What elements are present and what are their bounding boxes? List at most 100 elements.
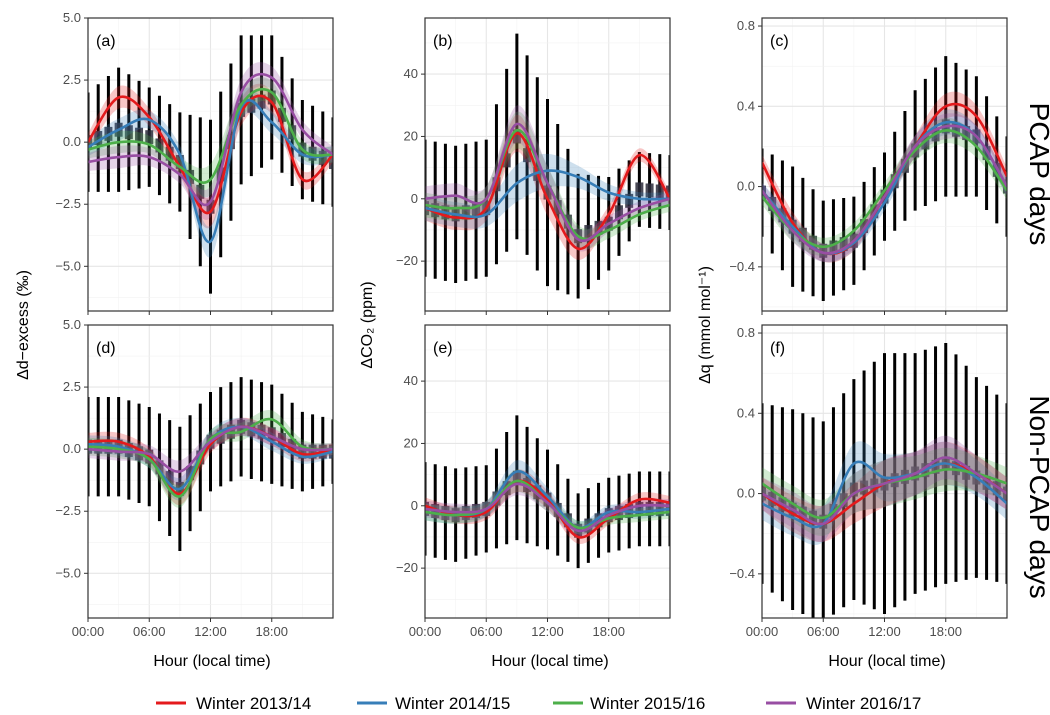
mean-marker	[809, 235, 818, 250]
mean-marker	[135, 127, 144, 142]
mean-marker	[472, 203, 481, 218]
plot-area	[762, 343, 1007, 618]
y-axis: −5.0 −2.5 0.0 2.5 5.0	[55, 10, 88, 273]
y-tick-label: 20	[404, 435, 418, 450]
plot-area	[762, 56, 1007, 301]
mean-marker	[175, 155, 184, 170]
y-tick-label: 2.5	[63, 72, 81, 87]
mean-marker	[512, 470, 521, 485]
y-tick-label: −5.0	[55, 258, 81, 273]
plot-area	[425, 33, 670, 299]
mean-marker	[962, 465, 971, 480]
mean-marker	[318, 150, 327, 165]
y-tick-label: 20	[404, 128, 418, 143]
y-axis-title-q: Δq (mmol mol⁻¹)	[697, 266, 714, 384]
series-line-201516	[88, 87, 333, 184]
y-tick-label: 0.8	[737, 18, 755, 33]
series-line-201617	[425, 122, 670, 243]
mean-marker	[655, 184, 664, 199]
mean-marker	[819, 514, 828, 529]
mean-marker	[809, 510, 818, 525]
mean-marker	[594, 220, 603, 235]
ribbon-201516	[88, 77, 333, 198]
series-line-201617	[88, 72, 333, 206]
panel-label: (a)	[96, 33, 116, 50]
x-tick-label: 18:00	[929, 624, 962, 639]
y-axis: −20 0 20 40	[396, 373, 425, 575]
mean-marker	[645, 183, 654, 198]
panel-label: (e)	[433, 340, 453, 357]
y-tick-label: −5.0	[55, 565, 81, 580]
y-tick-label: −2.5	[55, 503, 81, 518]
legend-label-2015-16: Winter 2015/16	[590, 694, 705, 713]
panel-e: (e) −20 0 20 40 00:00 06:00 12:00 18:00	[396, 324, 671, 639]
y-axis: −20 0 20 40	[396, 66, 425, 268]
series-line-201415	[88, 99, 333, 243]
mean-marker	[614, 506, 623, 521]
mean-marker	[308, 444, 317, 459]
mean-marker	[982, 146, 991, 161]
x-axis: 00:00 06:00 12:00 18:00	[746, 618, 962, 639]
series-line-201617	[762, 456, 1007, 526]
mean-marker	[267, 427, 276, 442]
y-tick-label: 0.0	[737, 179, 755, 194]
y-tick-label: −2.5	[55, 196, 81, 211]
y-tick-label: 0.8	[737, 325, 755, 340]
plot-area	[425, 415, 670, 569]
mean-marker	[145, 130, 154, 145]
mean-marker	[206, 199, 215, 214]
x-axis	[761, 311, 947, 315]
x-tick-label: 06:00	[133, 624, 166, 639]
x-axis: 00:00 06:00 12:00 18:00	[409, 618, 625, 639]
y-tick-label: 0.0	[737, 486, 755, 501]
y-axis: −5.0 −2.5 0.0 2.5 5.0	[55, 317, 88, 580]
mean-marker	[625, 193, 634, 208]
mean-marker	[666, 185, 670, 200]
ribbon-201516	[762, 117, 1007, 256]
mean-marker	[196, 184, 205, 199]
mean-marker	[839, 237, 848, 252]
mean-marker	[247, 98, 256, 113]
mean-marker	[461, 205, 470, 220]
mean-marker	[165, 146, 174, 161]
mean-marker	[819, 243, 828, 258]
panels: (a) −5.0 −2.5 0.0 2.5 5.0 (b) −20 0 20 40 (c) −0.4 0.…	[55, 10, 1008, 639]
y-tick-label: 40	[404, 66, 418, 81]
series-line-201516	[762, 129, 1007, 249]
ribbon-201314	[425, 469, 670, 545]
mean-marker	[94, 131, 103, 146]
mean-marker	[512, 129, 521, 144]
series-line-201314	[425, 132, 670, 251]
ribbon-201617	[88, 62, 333, 221]
y-tick-label: 0	[411, 191, 418, 206]
panel-f: (f) −0.4 0.0 0.4 0.8 00:00 06:00 12:00 18:00	[729, 324, 1008, 639]
ribbon-201617	[425, 472, 670, 538]
x-axis-title-c: Hour (local time)	[828, 653, 945, 670]
x-tick-label: 00:00	[409, 624, 442, 639]
series-line-201617	[762, 124, 1007, 255]
mean-marker	[298, 444, 307, 459]
mean-marker	[88, 135, 92, 150]
ribbon-201314	[88, 417, 333, 506]
mean-marker	[523, 148, 532, 163]
y-tick-label: 5.0	[63, 10, 81, 25]
mean-marker	[329, 155, 333, 170]
panel-label: (c)	[770, 33, 789, 50]
x-tick-label: 06:00	[807, 624, 840, 639]
x-axis	[87, 311, 273, 315]
series-line-201617	[425, 482, 670, 533]
y-tick-label: 0.0	[63, 441, 81, 456]
y-tick-label: 40	[404, 373, 418, 388]
mean-marker	[635, 182, 644, 197]
panel-d: (d) −5.0 −2.5 0.0 2.5 5.0 00:00 06:00 12:00 18:00	[55, 317, 334, 639]
legend-label-2013-14: Winter 2013/14	[196, 694, 311, 713]
x-axis	[424, 311, 610, 315]
legend: Winter 2013/14 Winter 2014/15 Winter 201…	[156, 694, 921, 713]
y-axis: −0.4 0.0 0.4 0.8	[729, 18, 762, 274]
mean-marker	[962, 126, 971, 141]
x-tick-label: 12:00	[868, 624, 901, 639]
legend-label-2014-15: Winter 2014/15	[395, 694, 510, 713]
mean-marker	[216, 429, 225, 444]
ribbon-201617	[88, 417, 333, 483]
plot-area	[88, 377, 333, 551]
